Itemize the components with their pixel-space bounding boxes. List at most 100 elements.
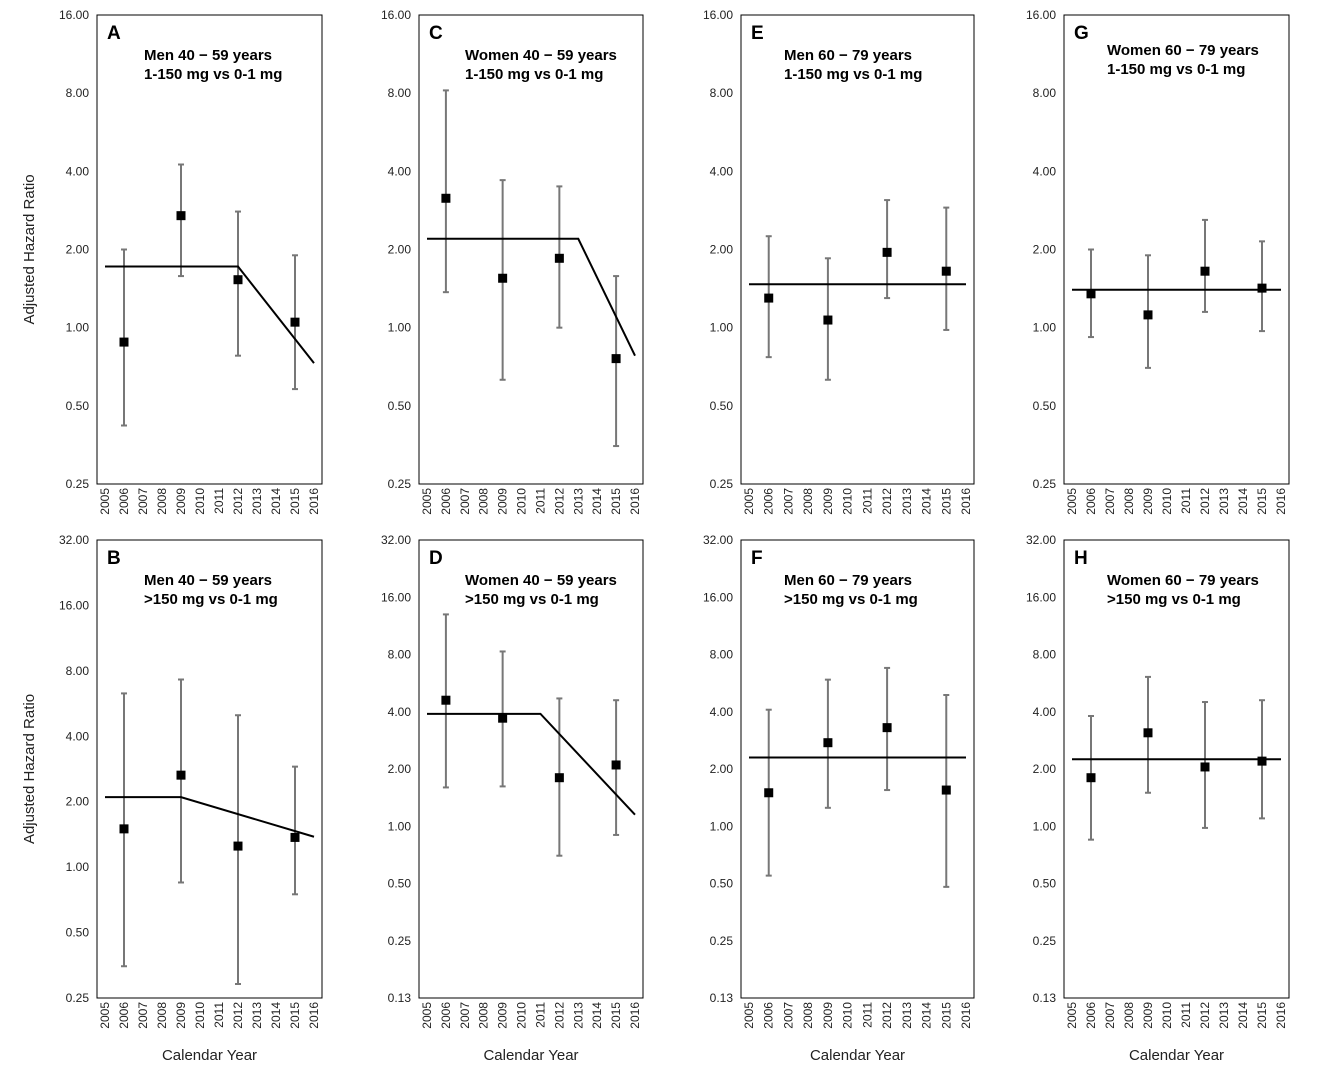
x-tick-label: 2010: [193, 488, 207, 515]
hazard-ratio-point: [1086, 289, 1096, 299]
panel-g: 0.25 0.50 1.00 2.00 4.00 8.00 16.00 2005 2006 200…: [1026, 8, 1290, 515]
y-tick-label: 0.50: [710, 399, 734, 413]
hazard-ratio-point: [882, 247, 892, 257]
x-tick-label: 2013: [900, 1002, 914, 1029]
x-tick-label: 2011: [1179, 1002, 1193, 1028]
x-tick-label: 2012: [552, 1002, 566, 1029]
x-tick-label: 2005: [98, 488, 112, 515]
x-tick-label: 2015: [609, 1002, 623, 1029]
x-tick-label: 2011: [860, 1002, 874, 1028]
y-tick-label: 1.00: [1033, 819, 1057, 833]
panel-e: 0.25 0.50 1.00 2.00 4.00 8.00 16.00 2005 2006 200…: [703, 8, 975, 515]
y-tick-label: 4.00: [710, 164, 734, 178]
y-tick-label: 16.00: [59, 8, 89, 22]
hazard-ratio-point: [290, 317, 300, 327]
y-tick-label: 0.50: [1033, 399, 1057, 413]
x-tick-label: 2010: [515, 488, 529, 515]
x-tick-label: 2013: [250, 1002, 264, 1029]
x-tick-label: 2005: [98, 1002, 112, 1029]
error-bar: [1202, 218, 1208, 313]
y-tick-label: 4.00: [1033, 164, 1057, 178]
x-tick-label: 2008: [477, 1002, 491, 1029]
x-tick-label: 2011: [212, 1002, 226, 1028]
panel-a: 0.25 0.50 1.00 2.00 4.00 8.00 16.00 2005 2006 200…: [59, 8, 323, 515]
x-tick-label: 2010: [841, 1002, 855, 1029]
hazard-ratio-point: [441, 193, 451, 203]
x-tick-label: 2015: [939, 1002, 953, 1029]
y-tick-label: 32.00: [381, 533, 411, 547]
x-tick-label: 2008: [1122, 488, 1136, 515]
panel-title-line: Women 40 − 59 years: [465, 47, 617, 64]
panel-letter: H: [1074, 548, 1088, 569]
error-bar: [178, 163, 184, 278]
x-tick-label: 2015: [939, 488, 953, 515]
x-tick-label: 2009: [821, 1002, 835, 1029]
y-tick-label: 32.00: [1026, 533, 1056, 547]
panel-b: 0.25 0.50 1.00 2.00 4.00 8.00 16.00 32.00 2005 20…: [59, 533, 323, 1029]
x-tick-label: 2005: [742, 488, 756, 515]
y-tick-label: 4.00: [388, 705, 412, 719]
hazard-ratio-point: [498, 713, 508, 723]
y-tick-label: 8.00: [710, 648, 734, 662]
x-tick-label: 2015: [288, 488, 302, 515]
y-tick-label: 0.50: [66, 399, 90, 413]
hazard-ratio-point: [611, 354, 621, 364]
y-tick-label: 4.00: [710, 705, 734, 719]
x-tick-label: 2006: [117, 488, 131, 515]
x-tick-label: 2009: [174, 488, 188, 515]
x-tick-label: 2006: [762, 488, 776, 515]
y-tick-label: 8.00: [1033, 86, 1057, 100]
hazard-ratio-point: [498, 273, 508, 283]
hazard-ratio-point: [554, 773, 564, 783]
y-tick-label: 0.50: [388, 399, 412, 413]
x-tick-label: 2012: [880, 1002, 894, 1029]
y-tick-label: 0.50: [1033, 877, 1057, 891]
x-tick-label: 2013: [900, 488, 914, 515]
x-tick-label: 2006: [762, 1002, 776, 1029]
x-tick-label: 2013: [571, 488, 585, 515]
plot-frame: [96, 539, 323, 999]
hazard-ratio-point: [882, 723, 892, 733]
x-tick-label: 2014: [269, 488, 283, 515]
hazard-ratio-point: [823, 315, 833, 325]
x-tick-label: 2016: [628, 1002, 642, 1029]
x-tick-label: 2008: [801, 488, 815, 515]
y-tick-label: 8.00: [388, 648, 412, 662]
error-bar: [121, 248, 127, 427]
x-tick-label: 2011: [533, 1002, 547, 1028]
hazard-ratio-point: [1200, 266, 1210, 276]
x-tick-label: 2008: [1122, 1002, 1136, 1029]
y-tick-label: 0.25: [710, 934, 734, 948]
x-tick-label: 2014: [1236, 488, 1250, 515]
y-tick-label: 2.00: [1033, 243, 1057, 257]
hazard-ratio-point: [1257, 283, 1267, 293]
x-axis-label: Calendar Year: [810, 1047, 905, 1064]
panel-title-line: Women 40 − 59 years: [465, 572, 617, 589]
y-tick-label: 2.00: [66, 243, 90, 257]
x-tick-label: 2007: [458, 1002, 472, 1029]
x-tick-label: 2008: [155, 488, 169, 515]
panel-d: 0.13 0.25 0.50 1.00 2.00 4.00 8.00 16.00 32.00 20…: [381, 533, 644, 1029]
y-tick-label: 4.00: [66, 729, 90, 743]
panel-title-line: Women 60 − 79 years: [1107, 572, 1259, 589]
y-tick-label: 0.13: [710, 991, 734, 1005]
x-tick-label: 2005: [1065, 488, 1079, 515]
x-tick-label: 2012: [231, 488, 245, 515]
y-tick-label: 16.00: [381, 590, 411, 604]
x-tick-label: 2011: [212, 488, 226, 514]
x-tick-label: 2009: [1141, 488, 1155, 515]
x-tick-label: 2006: [439, 1002, 453, 1029]
panel-title-line: >150 mg vs 0-1 mg: [784, 591, 918, 608]
x-tick-label: 2009: [821, 488, 835, 515]
hazard-ratio-point: [119, 824, 129, 834]
y-tick-label: 0.50: [710, 877, 734, 891]
panel-letter: D: [429, 548, 443, 569]
y-tick-label: 4.00: [388, 164, 412, 178]
hazard-ratio-point: [941, 785, 951, 795]
x-tick-label: 2007: [1103, 1002, 1117, 1029]
y-tick-label: 2.00: [1033, 762, 1057, 776]
y-tick-label: 1.00: [710, 819, 734, 833]
x-tick-label: 2009: [496, 1002, 510, 1029]
y-tick-label: 16.00: [59, 598, 89, 612]
